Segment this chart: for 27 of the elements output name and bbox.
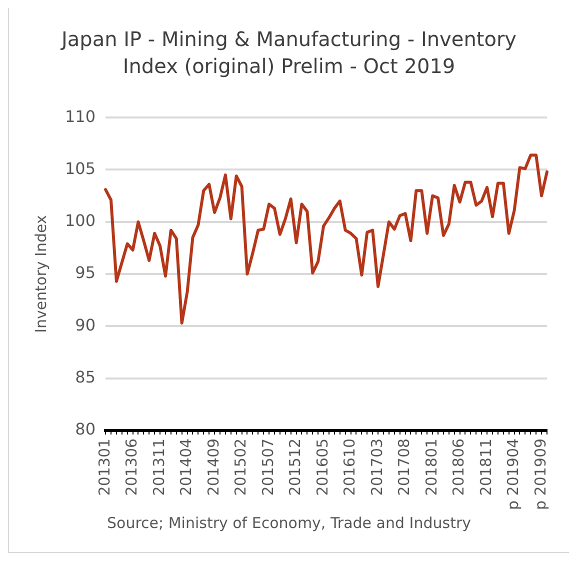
x-tick-label: 201306 [122, 438, 141, 496]
y-tick-label: 105 [64, 158, 96, 178]
x-tick-label: 201605 [313, 438, 332, 496]
y-tick-label: 110 [64, 106, 96, 126]
x-tick-label: 201409 [204, 438, 222, 496]
x-tick-label: 201806 [450, 438, 468, 496]
y-tick-label: 85 [75, 367, 96, 386]
y-tick-label: 100 [64, 211, 96, 230]
x-tick-label: 201311 [150, 438, 168, 496]
x-tick-label: 201512 [286, 438, 304, 496]
source-note: Source; Ministry of Economy, Trade and Industry [106, 514, 472, 532]
x-tick-label: 201811 [476, 438, 495, 496]
x-tick-label: 201507 [258, 438, 277, 496]
x-tick-label: 201502 [232, 438, 250, 496]
x-tick-label: 201801 [422, 438, 440, 496]
x-tick-label: 201404 [177, 438, 196, 496]
x-tick-label: 201703 [368, 438, 386, 496]
x-tick-label: 201708 [395, 438, 414, 496]
y-tick-label: 80 [75, 420, 96, 439]
x-tick-label: 201301 [95, 438, 114, 496]
y-axis-title: Inventory Index [32, 215, 50, 333]
y-tick-label: 95 [75, 263, 96, 282]
x-tick-label: 201610 [340, 438, 359, 496]
x-tick-label: p 201904 [504, 438, 522, 510]
y-tick-label: 90 [75, 315, 96, 334]
chart-title: Japan IP - Mining & Manufacturing - Inventory Index (original) Prelim - Oct 2019 [60, 26, 518, 80]
x-tick-label: p 201909 [531, 438, 550, 510]
